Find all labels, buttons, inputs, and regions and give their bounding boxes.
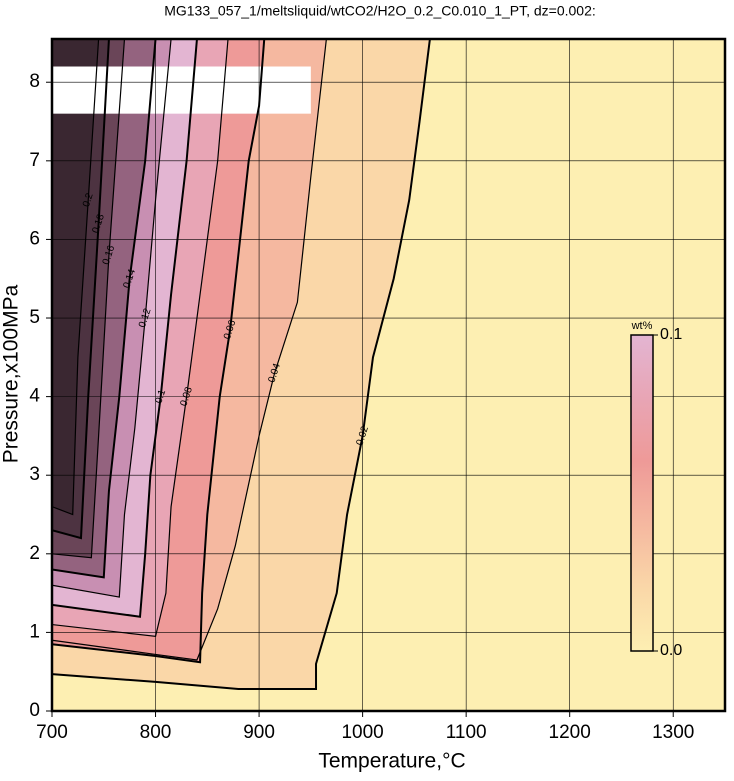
colorbar-label: wt%	[631, 320, 653, 332]
colorbar	[630, 334, 654, 652]
plot-area: 0.020.040.060.080.10.120.140.160.180.2	[52, 39, 725, 711]
contour-label: 0.2	[81, 191, 96, 208]
x-tick-label: 1300	[652, 722, 694, 743]
y-tick-label: 6	[29, 228, 40, 249]
colorbar-tick-label: 0.1	[660, 326, 682, 343]
x-axis-label: Temperature,°C	[318, 750, 465, 773]
contour-line	[52, 39, 431, 690]
y-tick-label: 1	[29, 621, 40, 642]
contour-line	[52, 39, 266, 664]
y-axis-label: Pressure,x100MPa	[0, 284, 23, 463]
y-tick-label: 5	[29, 307, 40, 328]
y-tick-label: 0	[29, 700, 40, 721]
y-tick-label: 3	[29, 464, 40, 485]
x-tick-label: 900	[243, 722, 275, 743]
x-tick-label: 1000	[341, 722, 383, 743]
contour-line	[52, 39, 229, 637]
colorbar-tick-label: 0.0	[660, 642, 682, 659]
y-tick-label: 2	[29, 543, 40, 564]
contour-line	[52, 39, 126, 559]
y-tick-label: 7	[29, 150, 40, 171]
x-tick-label: 800	[140, 722, 172, 743]
plot-frame	[50, 37, 727, 713]
x-tick-label: 1200	[549, 722, 591, 743]
x-tick-label: 700	[36, 722, 68, 743]
chart-title: MG133_057_1/meltsliquid/wtCO2/H2O_0.2_C0…	[164, 3, 596, 19]
y-tick-label: 8	[29, 71, 40, 92]
masked-region	[52, 66, 311, 114]
x-tick-label: 1100	[446, 722, 487, 743]
contour-fill	[52, 39, 99, 515]
contour-line	[52, 39, 100, 516]
y-tick-label: 4	[29, 386, 40, 407]
